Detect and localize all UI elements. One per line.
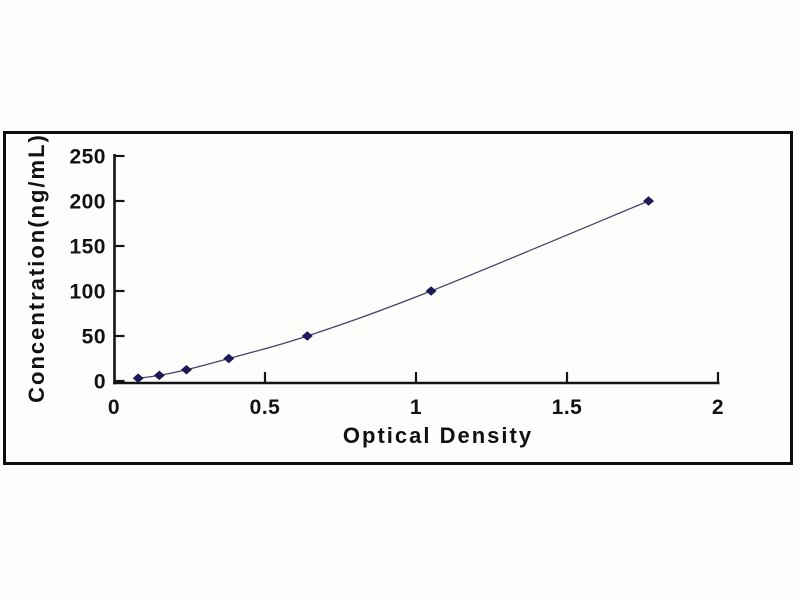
data-point-marker [425, 286, 437, 296]
data-point-marker [643, 196, 655, 206]
y-tick-label: 150 [69, 236, 106, 259]
y-tick-label: 250 [69, 146, 106, 169]
y-tick-label: 100 [69, 281, 106, 304]
data-point-marker [132, 373, 144, 383]
data-point-marker [301, 331, 313, 341]
x-tick-label: 1.5 [552, 396, 583, 419]
chart-frame [3, 131, 793, 465]
x-tick-label: 0.5 [250, 396, 281, 419]
standard-curve-line [138, 200, 649, 379]
y-tick-label: 50 [82, 326, 106, 349]
y-axis-title: Concentration(ng/mL) [24, 133, 49, 403]
data-point-marker [153, 370, 165, 381]
y-tick-label: 200 [69, 191, 106, 214]
data-point-marker [180, 364, 192, 375]
x-tick-label: 0 [108, 396, 120, 419]
y-tick-label: 0 [94, 371, 106, 394]
data-point-marker [223, 353, 235, 364]
x-tick-label: 2 [712, 396, 724, 419]
x-tick-label: 1 [410, 396, 422, 419]
x-axis-title: Optical Density [342, 423, 534, 448]
